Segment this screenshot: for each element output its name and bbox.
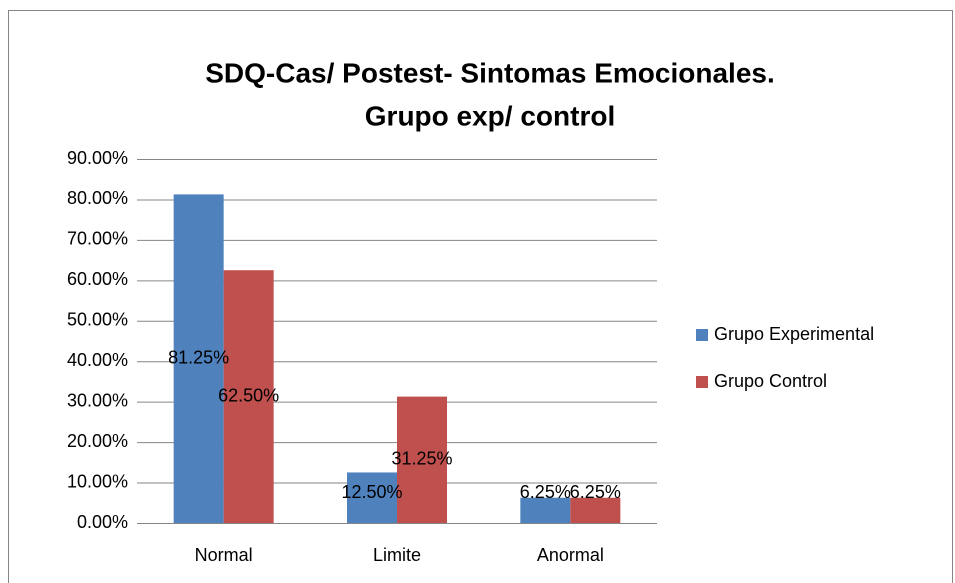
data-label: 12.50%	[341, 482, 402, 502]
legend-label: Grupo Control	[714, 371, 827, 391]
data-label: 6.25%	[520, 482, 571, 502]
y-tick-label: 70.00%	[67, 229, 128, 249]
bar	[520, 497, 571, 523]
y-tick-label: 90.00%	[67, 148, 128, 168]
y-tick-label: 20.00%	[67, 431, 128, 451]
legend-swatch	[696, 376, 708, 388]
bar	[397, 396, 447, 523]
x-tick-label: Normal	[195, 545, 253, 565]
data-label: 31.25%	[391, 449, 452, 469]
bar	[173, 194, 224, 523]
data-label: 81.25%	[168, 347, 229, 367]
chart-title: Grupo exp/ control	[365, 100, 615, 131]
y-tick-label: 0.00%	[77, 512, 128, 532]
legend-label: Grupo Experimental	[714, 324, 874, 344]
chart-title: SDQ-Cas/ Postest- Sintomas Emocionales.	[205, 57, 775, 88]
data-label: 62.50%	[218, 385, 279, 405]
bar	[570, 497, 621, 523]
bar	[223, 270, 274, 523]
data-label: 6.25%	[570, 482, 621, 502]
y-tick-label: 10.00%	[67, 471, 128, 491]
x-tick-label: Limite	[373, 545, 421, 565]
y-tick-label: 40.00%	[67, 350, 128, 370]
legend-swatch	[696, 329, 708, 341]
y-tick-label: 30.00%	[67, 390, 128, 410]
x-tick-label: Anormal	[537, 545, 604, 565]
y-tick-label: 80.00%	[67, 188, 128, 208]
y-tick-label: 50.00%	[67, 310, 128, 330]
y-tick-label: 60.00%	[67, 269, 128, 289]
chart-border	[8, 10, 953, 583]
bar	[347, 472, 397, 523]
